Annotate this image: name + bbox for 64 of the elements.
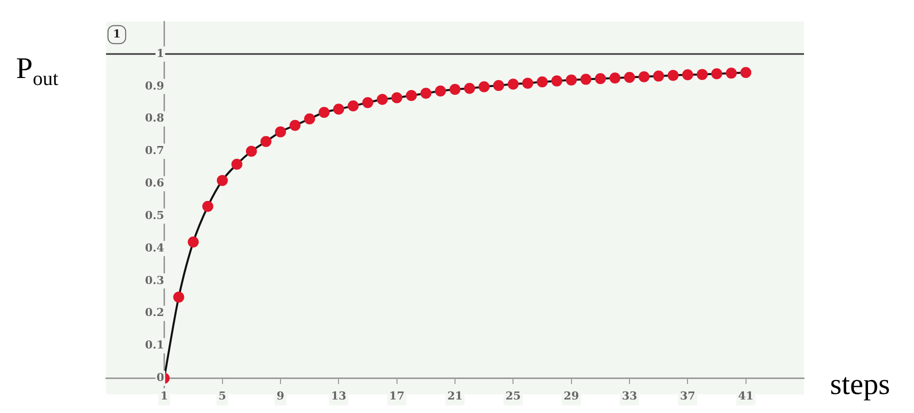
point <box>522 78 534 89</box>
y-tick-label: 0.8 <box>145 112 165 125</box>
y-tick-label: 1 <box>156 46 164 60</box>
point <box>231 158 242 170</box>
y-tick-label: 0 <box>156 371 165 384</box>
y-tick-label: 0.4 <box>145 241 165 254</box>
point <box>420 88 432 99</box>
point <box>551 75 562 86</box>
x-tick-label: 17 <box>389 390 404 403</box>
x-tick-label: 25 <box>506 390 521 403</box>
point <box>508 78 519 90</box>
point <box>246 146 257 157</box>
y-tick-label: 0.1 <box>145 338 164 352</box>
point <box>594 73 606 84</box>
point <box>434 85 446 96</box>
point <box>609 72 620 84</box>
x-tick-label: 37 <box>680 390 696 403</box>
point <box>348 100 359 112</box>
point <box>391 92 402 104</box>
point <box>478 81 490 92</box>
point <box>493 80 504 91</box>
point <box>624 72 635 83</box>
point <box>740 66 752 78</box>
x-tick-label: 21 <box>447 390 463 403</box>
point <box>376 94 388 105</box>
x-tick-label: 13 <box>331 390 346 403</box>
point <box>173 292 184 303</box>
point <box>333 104 344 115</box>
point <box>275 126 286 138</box>
point <box>566 74 577 86</box>
point <box>668 70 679 81</box>
point <box>653 70 664 82</box>
point <box>536 76 548 88</box>
y-tick-label: 0.2 <box>145 306 164 320</box>
point <box>638 71 650 82</box>
x-tick-label: 33 <box>622 390 638 403</box>
point <box>216 174 228 186</box>
point <box>406 90 417 102</box>
x-axis-title: steps <box>830 368 890 402</box>
point <box>362 97 374 108</box>
point <box>318 106 330 118</box>
point <box>696 68 708 80</box>
y-tick-label: 0.6 <box>145 176 165 190</box>
x-tick-label: 29 <box>564 390 579 403</box>
point <box>464 82 476 94</box>
point <box>290 120 301 131</box>
point <box>580 74 592 85</box>
point <box>304 113 316 124</box>
y-axis-title: P$_{out}$ <box>16 52 58 91</box>
point <box>188 236 199 248</box>
y-tick-label: 0.3 <box>145 274 164 287</box>
point <box>450 84 460 95</box>
y-tick-label: 0.9 <box>145 79 164 92</box>
point <box>682 69 694 80</box>
x-tick-label: 9 <box>276 390 284 403</box>
y-tick-label: 0.5 <box>145 208 164 222</box>
point <box>726 68 737 79</box>
y-tick-label: 0.7 <box>145 144 164 158</box>
point <box>711 68 722 80</box>
x-tick-label: 5 <box>218 390 226 403</box>
annotation: 1 <box>113 27 121 40</box>
x-tick-label: 41 <box>738 390 754 403</box>
point <box>202 200 214 212</box>
point <box>260 136 272 148</box>
